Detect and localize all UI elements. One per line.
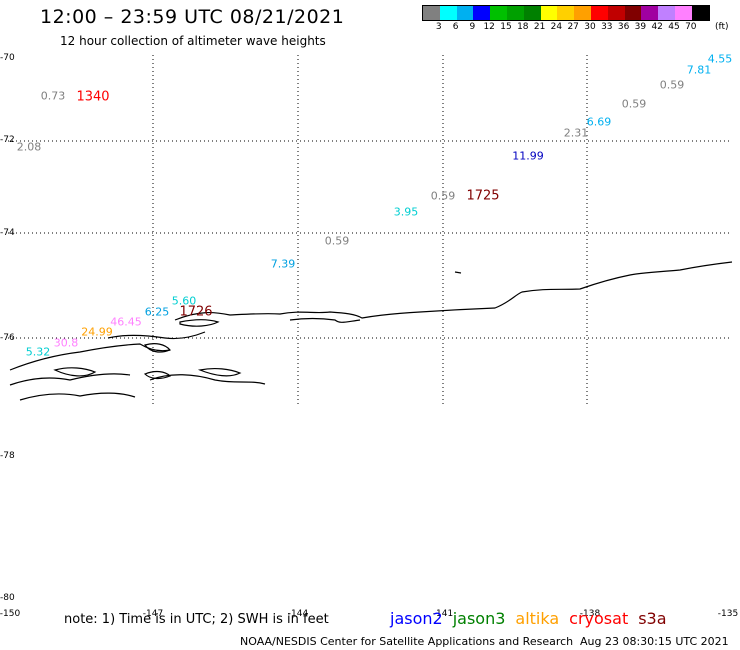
wave-height-value: 0.59: [324, 234, 350, 248]
color-swatch: [523, 6, 541, 20]
color-scale-tick: 42: [651, 22, 663, 32]
color-scale-tick: 6: [452, 22, 459, 32]
color-scale-tick: 45: [668, 22, 680, 32]
color-scale-tick: 70: [685, 22, 697, 32]
wave-height-value: 4.55: [707, 52, 733, 66]
satellite-legend: jason2 jason3 altika cryosat s3a: [390, 609, 667, 628]
wave-height-value: 7.81: [686, 63, 712, 77]
color-swatch: [658, 6, 675, 20]
lon-label: -138: [579, 609, 601, 619]
color-swatch: [691, 6, 709, 20]
color-scale-tick: 15: [500, 22, 512, 32]
legend-item-jason2: jason2: [390, 609, 443, 628]
color-swatch: [674, 6, 692, 20]
color-swatch: [439, 6, 457, 20]
color-scale-tick: 39: [634, 22, 647, 32]
wave-height-value: 2.31: [563, 126, 589, 140]
lat-label: -76: [0, 333, 15, 343]
wave-height-value: 46.45: [110, 315, 142, 329]
coastline: [9, 261, 733, 401]
color-swatch: [590, 6, 608, 20]
lon-label: -144: [287, 609, 309, 619]
color-scale-tick: 12: [483, 22, 495, 32]
wave-height-value: 2.08: [16, 140, 42, 154]
legend-item-s3a: s3a: [638, 609, 667, 628]
wave-height-value: 0.59: [659, 78, 685, 92]
map-title: 12:00 – 23:59 UTC 08/21/2021: [40, 6, 345, 28]
color-scale-unit: (ft): [715, 22, 729, 32]
color-swatch: [506, 6, 524, 20]
wave-height-value: 0.59: [430, 189, 456, 203]
wave-height-value: 11.99: [512, 149, 544, 163]
lon-label: -141: [432, 609, 454, 619]
lat-label: -74: [0, 228, 15, 238]
lat-label: -80: [0, 593, 15, 603]
map-subtitle: 12 hour collection of altimeter wave hei…: [60, 34, 326, 48]
color-scale-tick: 27: [567, 22, 579, 32]
pass-time-label: 1726: [179, 304, 213, 320]
color-swatch: [624, 6, 642, 20]
lat-label: -70: [0, 53, 15, 63]
color-scale-tick: 21: [533, 22, 546, 32]
wave-height-value: 0.59: [621, 97, 647, 111]
legend-item-cryosat: cryosat: [569, 609, 629, 628]
color-scale-tick: 3: [435, 22, 442, 32]
color-scale-tick: 9: [469, 22, 476, 32]
wave-height-value: 24.99: [81, 325, 113, 339]
generated-timestamp: Aug 23 08:30:15 UTC 2021: [580, 635, 729, 648]
legend-item-altika: altika: [515, 609, 560, 628]
lat-label: -78: [0, 451, 15, 461]
lon-label: -147: [142, 609, 164, 619]
wave-height-value: 5.60: [171, 294, 197, 308]
color-swatch: [540, 6, 558, 20]
wave-height-value: 5.32: [25, 345, 51, 359]
lon-label: -135: [717, 609, 739, 619]
wave-height-value: 6.25: [144, 305, 170, 319]
color-scale-tick: 36: [617, 22, 630, 32]
color-swatch: [456, 6, 474, 20]
wave-height-value: 30.8: [53, 336, 79, 350]
pass-time-label: 1340: [76, 89, 110, 105]
color-scale-tick: 33: [601, 22, 613, 32]
color-swatch: [607, 6, 625, 20]
wave-height-value: 0.73: [40, 89, 66, 103]
color-scale-bar: [422, 5, 710, 21]
lat-label: -72: [0, 135, 15, 145]
color-scale-tick: 30: [584, 22, 596, 32]
graticule: [8, 55, 732, 405]
color-swatch: [641, 6, 659, 20]
pass-time-label: 1725: [466, 188, 500, 204]
footnote: note: 1) Time is in UTC; 2) SWH is in fe…: [64, 612, 329, 627]
color-swatch: [490, 6, 507, 20]
lon-label: -150: [0, 609, 21, 619]
legend-item-jason3: jason3: [452, 609, 506, 628]
color-scale-tick: 18: [517, 22, 529, 32]
color-scale-tick: 24: [550, 22, 563, 32]
color-swatch: [423, 6, 440, 20]
credit-text: NOAA/NESDIS Center for Satellite Applica…: [240, 635, 574, 648]
wave-height-value: 7.39: [270, 257, 296, 271]
wave-height-value: 6.69: [586, 115, 612, 129]
wave-height-value: 3.95: [393, 205, 419, 219]
color-swatch: [557, 6, 575, 20]
color-swatch: [574, 6, 591, 20]
color-swatch: [473, 6, 491, 20]
